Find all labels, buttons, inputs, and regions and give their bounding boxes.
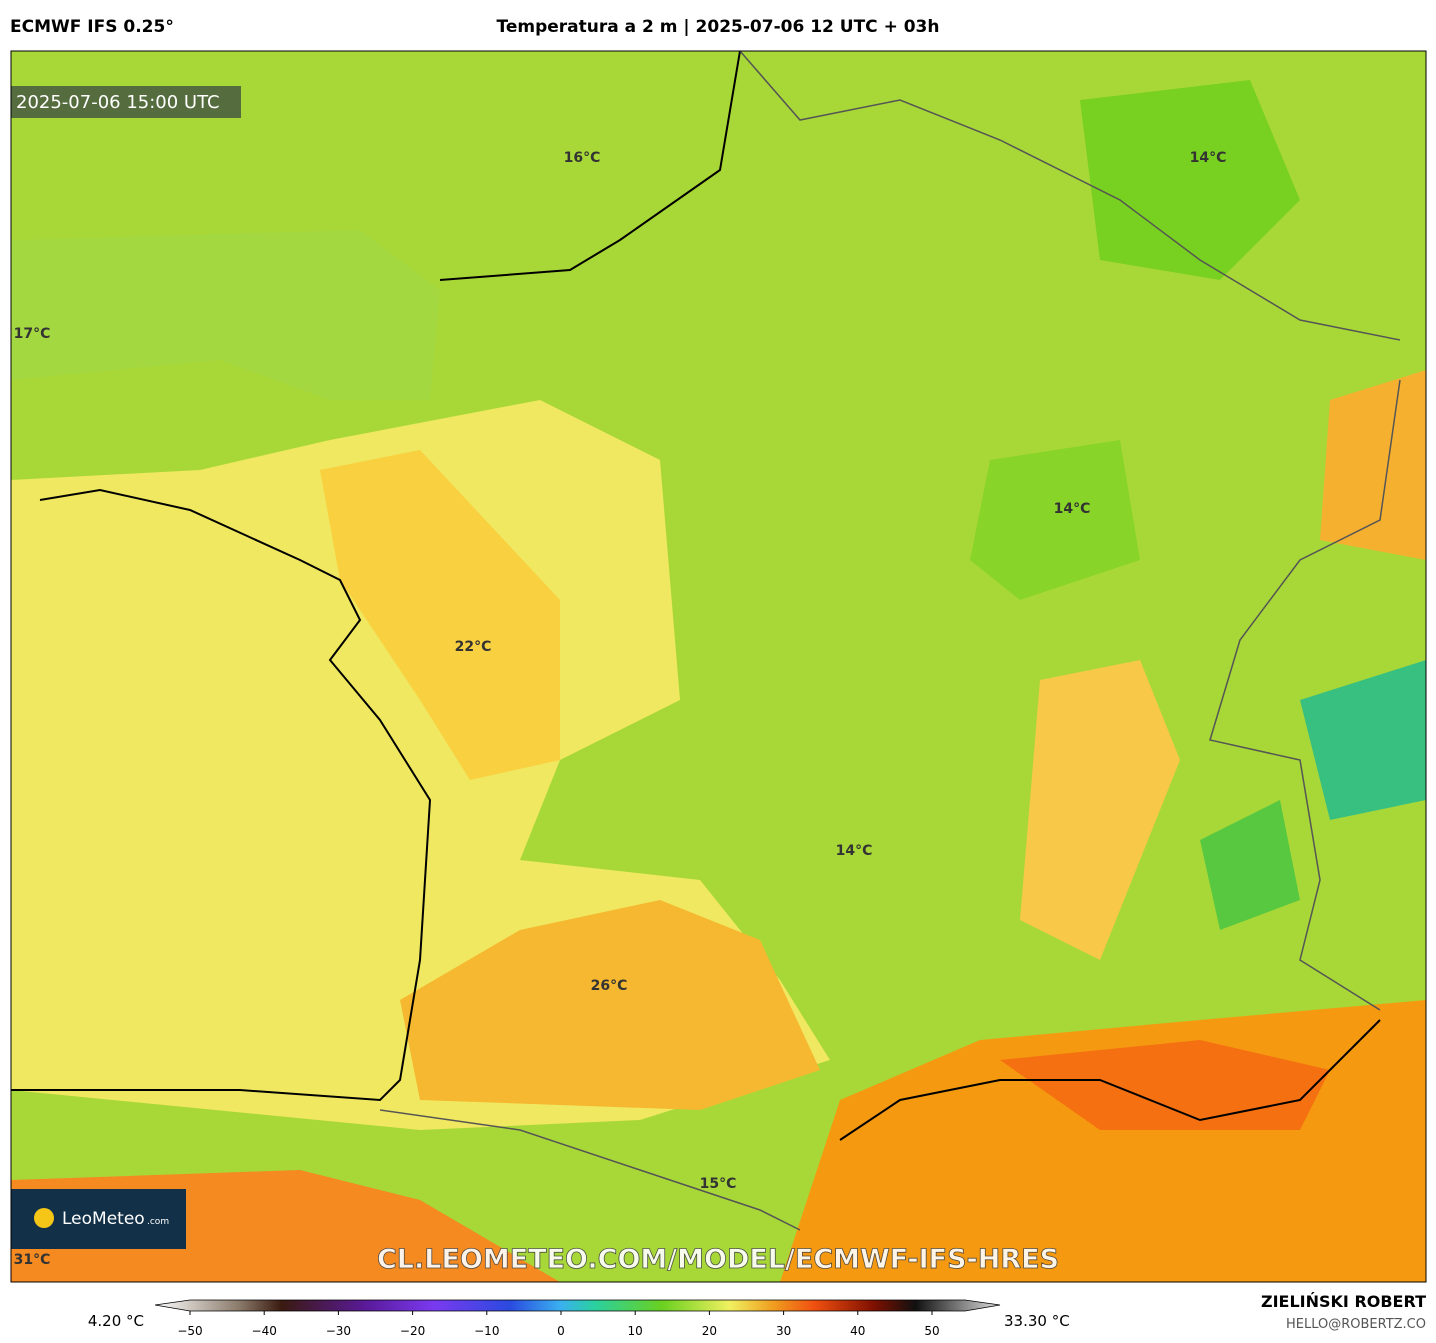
warm-area (1020, 660, 1180, 960)
email: HELLO@ROBERTZ.CO (1286, 1317, 1426, 1332)
cool-area (1300, 660, 1426, 820)
logo-suffix: .com (147, 1217, 169, 1227)
map-title: Temperatura a 2 m | 2025-07-06 12 UTC + … (497, 17, 940, 37)
border (379, 51, 1401, 1231)
temperature-label: 22°C (455, 639, 492, 655)
map: 2025-07-06 15:00 UTC 16°C 14°C 17°C 14°C 22°… (11, 51, 1426, 1282)
temperature-label: 14°C (1054, 501, 1091, 517)
temperature-label: 31°C (14, 1252, 51, 1268)
model-name: ECMWF IFS 0.25° (10, 17, 174, 37)
sea-area (11, 230, 440, 400)
warm-area (400, 900, 820, 1110)
colorbar-max: 33.30 °C (1004, 1312, 1070, 1330)
timestamp-box (11, 86, 241, 118)
temperature-label: 26°C (591, 978, 628, 994)
colorbar-tick-label: −20 (400, 1324, 425, 1338)
temperature-label: 15°C (700, 1176, 737, 1192)
cool-area (970, 440, 1140, 600)
temperature-label: 17°C (14, 326, 51, 342)
colorbar-min: 4.20 °C (88, 1312, 144, 1330)
logo-name: LeoMeteo (62, 1209, 145, 1229)
logo-sun (34, 1208, 54, 1228)
colorbar-tick-label: 10 (628, 1324, 643, 1338)
map-frame (10, 50, 1427, 1283)
cool-area (1200, 800, 1300, 930)
colorbar-tick-label: −30 (326, 1324, 351, 1338)
temperature-label: 14°C (836, 843, 873, 859)
colorbar (154, 1299, 1001, 1312)
colorbar-tick-label: 50 (924, 1324, 939, 1338)
colorbar-tick-label: 40 (850, 1324, 865, 1338)
colorbar-tick-label: 0 (557, 1324, 565, 1338)
coastline (11, 51, 741, 1102)
author: ZIELIŃSKI ROBERT (1261, 1292, 1426, 1311)
watermark: CL.LEOMETEO.COM/MODEL/ECMWF-IFS-HRES (377, 1244, 1059, 1275)
colorbar-tick-label: −40 (252, 1324, 277, 1338)
timestamp: 2025-07-06 15:00 UTC (16, 92, 220, 113)
warm-area (1320, 370, 1426, 560)
colorbar-tick-label: −10 (474, 1324, 499, 1338)
colorbar-tick-label: 20 (702, 1324, 717, 1338)
coastline (839, 1019, 1381, 1141)
hot-area (1000, 1040, 1330, 1130)
warm-area (320, 450, 560, 780)
colorbar-tick-label: −50 (177, 1324, 202, 1338)
temperature-label: 16°C (564, 150, 601, 166)
temperature-label: 14°C (1190, 150, 1227, 166)
colorbar-tick-label: 30 (776, 1324, 791, 1338)
cool-area (1080, 80, 1300, 280)
